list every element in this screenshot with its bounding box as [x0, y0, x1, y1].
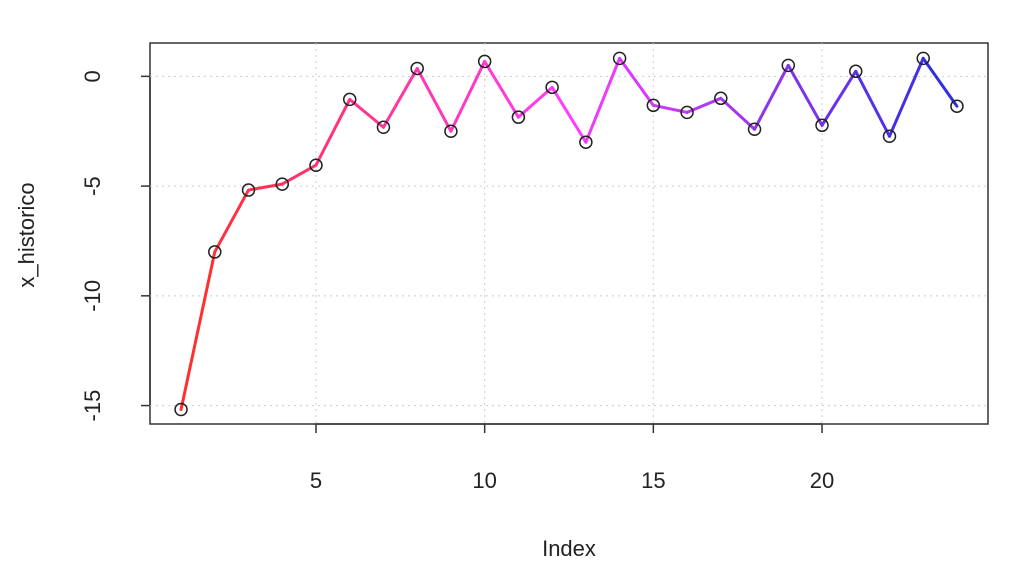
point — [208, 245, 222, 259]
x-tick-label: 20 — [810, 468, 834, 493]
point — [747, 122, 762, 137]
line-segment — [381, 66, 419, 129]
y-tick-label: -5 — [80, 176, 105, 196]
point — [579, 135, 593, 149]
x-tick-label: 5 — [310, 468, 322, 493]
line-segment — [584, 56, 622, 144]
point — [849, 64, 863, 79]
point — [882, 129, 897, 144]
x-axis-label: Index — [542, 536, 596, 561]
line-segment — [449, 59, 487, 133]
point — [781, 58, 796, 73]
point — [680, 105, 694, 120]
line-segment — [213, 188, 251, 254]
line-segment — [348, 97, 385, 129]
y-tick-label: 0 — [80, 70, 105, 82]
point — [275, 177, 289, 191]
line-segment — [921, 56, 959, 108]
point — [950, 99, 964, 113]
line-segment — [618, 56, 655, 107]
x-tick-label: 10 — [472, 468, 496, 493]
point — [477, 54, 492, 69]
point — [511, 110, 526, 124]
x-tick-label: 15 — [641, 468, 665, 493]
point — [342, 92, 357, 107]
line-segment — [179, 250, 217, 412]
point — [174, 402, 188, 417]
point — [309, 158, 323, 172]
point — [376, 120, 391, 135]
line-segment — [753, 63, 790, 131]
point — [646, 98, 661, 113]
line-segment — [415, 66, 453, 133]
line-segment — [854, 69, 891, 138]
y-tick-label: -15 — [80, 390, 105, 422]
y-tick-label: -10 — [80, 280, 105, 312]
point — [916, 51, 930, 66]
line-segment — [483, 59, 520, 119]
point — [815, 118, 829, 133]
plot-box — [149, 42, 989, 425]
line-segment — [887, 56, 925, 138]
point — [444, 124, 458, 138]
line-segment — [719, 96, 757, 131]
y-axis-label: x_historico — [14, 182, 39, 287]
point — [612, 51, 627, 66]
point — [714, 91, 728, 106]
line-segment — [314, 97, 352, 167]
line-segment — [516, 85, 554, 119]
line-segment — [550, 85, 588, 144]
point — [545, 80, 559, 95]
line-segment — [786, 63, 824, 127]
point — [410, 61, 424, 76]
point — [241, 183, 256, 197]
line-segment — [820, 69, 858, 127]
